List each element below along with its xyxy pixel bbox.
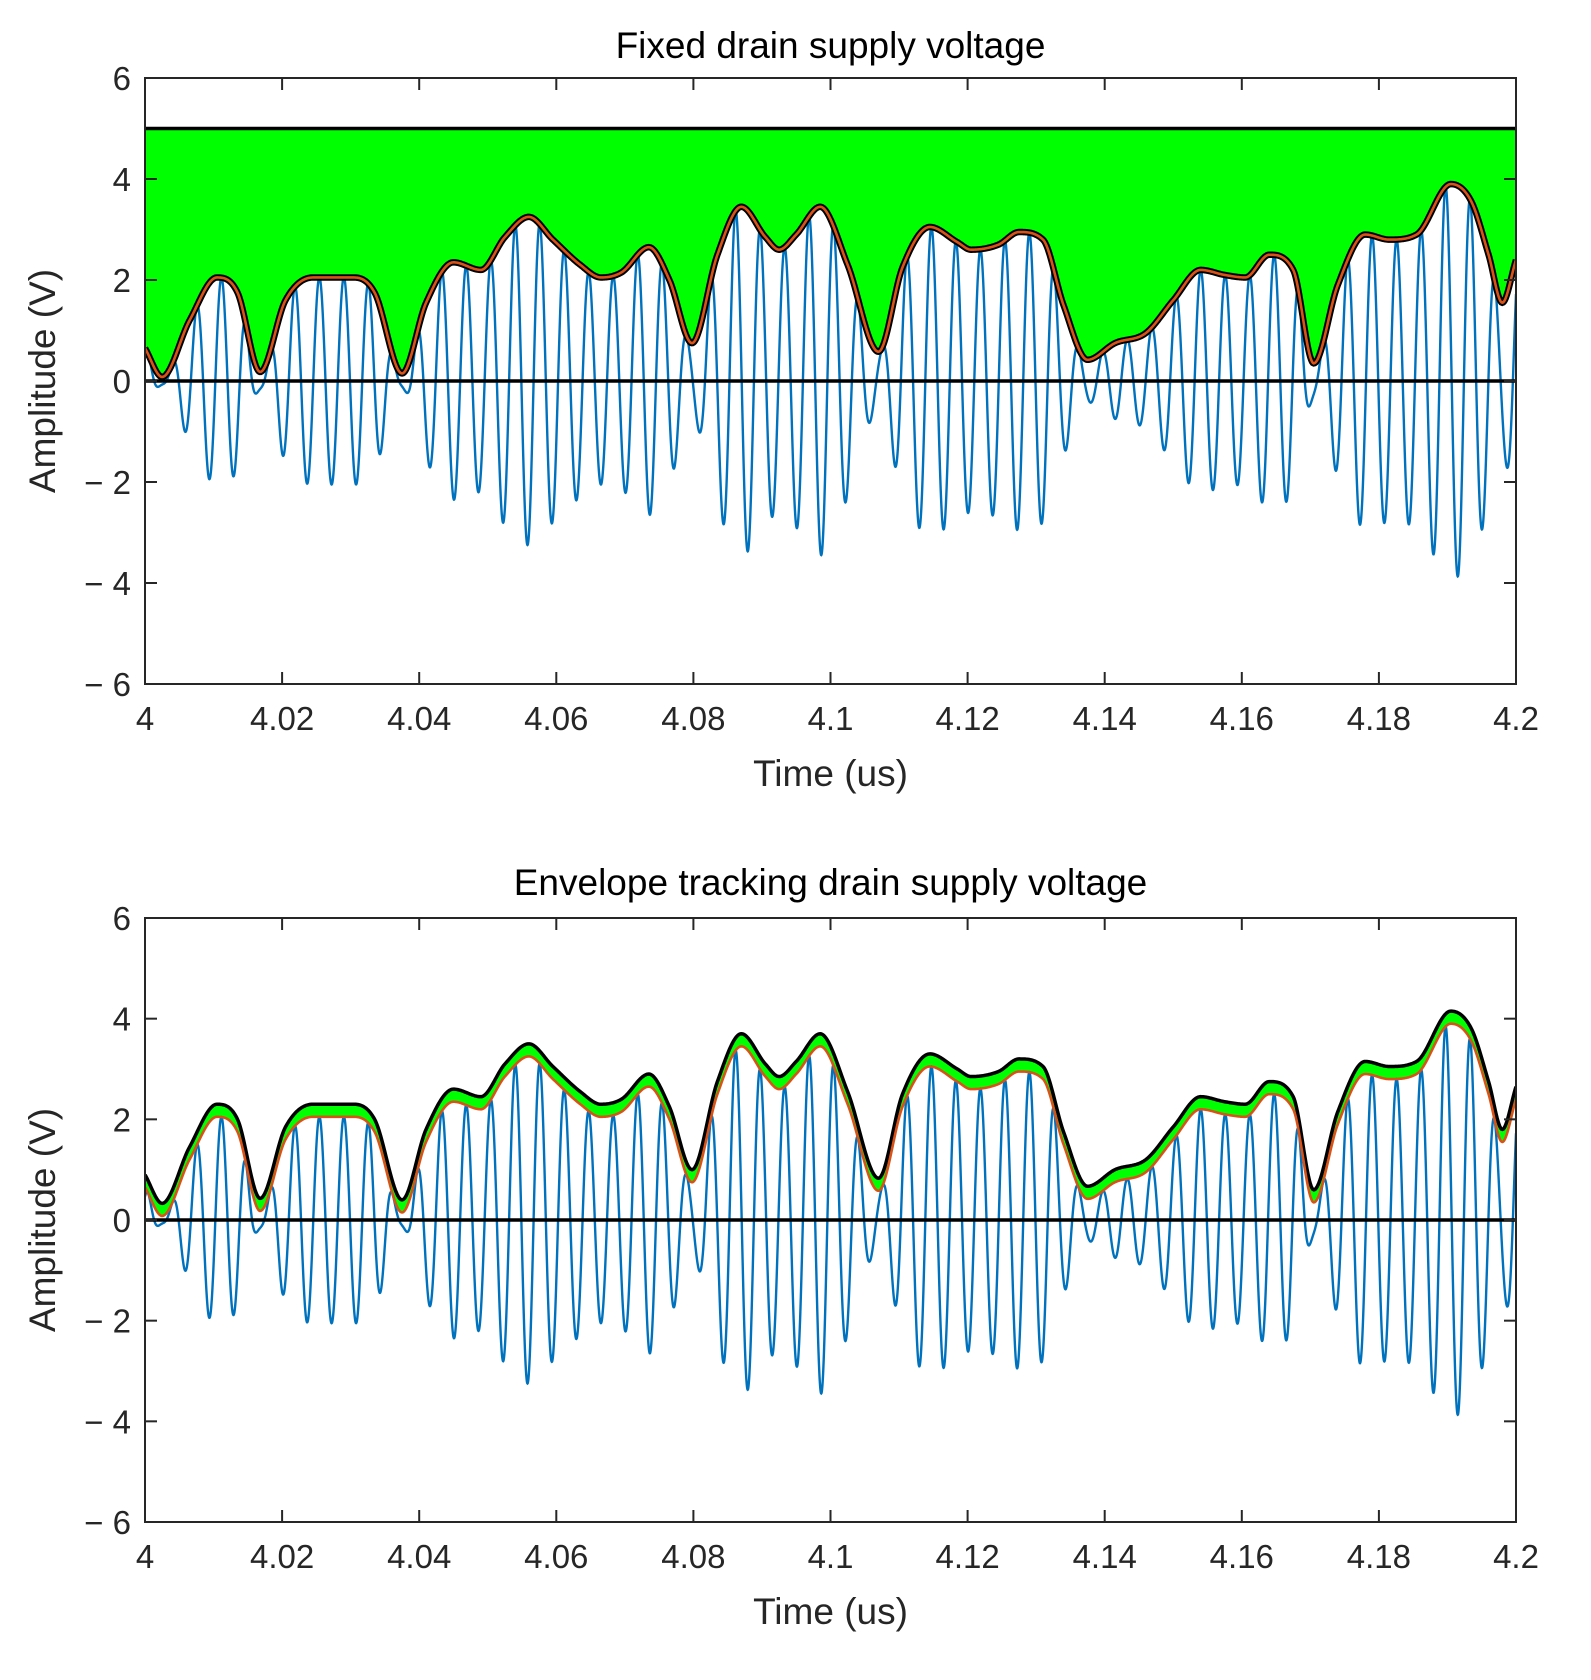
x-tick-label: 4.16 [1210,700,1274,737]
x-tick-label: 4.2 [1493,1538,1539,1575]
x-tick-label: 4.1 [808,1538,854,1575]
x-tick-label: 4.2 [1493,700,1539,737]
y-tick-label: − 4 [84,565,131,602]
chart-title: Envelope tracking drain supply voltage [514,862,1148,903]
y-axis-label: Amplitude (V) [22,1108,63,1332]
chart-title: Fixed drain supply voltage [616,25,1046,66]
y-tick-label: 6 [113,60,131,97]
chart-2: 4 4.02 4.04 4.06 4.08 4.1 4.12 4.14 4.16 4.18 4.2 −… [22,862,1539,1632]
x-tick-label: 4.12 [935,700,999,737]
envelope-line [145,1022,1516,1218]
plot-content [145,1009,1516,1417]
x-tick-label: 4.04 [387,1538,451,1575]
y-tick-label: − 6 [84,1504,131,1541]
x-axis-label: Time (us) [753,753,908,794]
y-axis-label: Amplitude (V) [22,269,63,493]
signal-line [145,185,1516,579]
y-tick-label: 4 [113,161,131,198]
envelope-line [145,182,1516,379]
y-tick-label: − 4 [84,1403,131,1440]
x-tick-label: 4.18 [1347,1538,1411,1575]
signal-line [145,1025,1516,1417]
x-tick-label: 4 [136,700,154,737]
x-tick-label: 4.16 [1210,1538,1274,1575]
x-tick-label: 4.08 [661,1538,725,1575]
y-tick-label: − 6 [84,666,131,703]
x-tick-label: 4.04 [387,700,451,737]
plot-content [145,126,1516,579]
y-tick-label: 0 [113,1202,131,1239]
x-tick-label: 4.14 [1073,1538,1137,1575]
x-tick-label: 4.06 [524,1538,588,1575]
x-tick-label: 4.02 [250,700,314,737]
x-tick-label: 4.08 [661,700,725,737]
x-axis-label: Time (us) [753,1591,908,1632]
y-tick-label: 2 [113,1101,131,1138]
wasted-energy-area [145,1011,1516,1216]
y-tick-label: − 2 [84,464,131,501]
y-tick-label: 4 [113,1001,131,1038]
x-tick-label: 4.18 [1347,700,1411,737]
supply-line [145,1009,1516,1206]
x-tick-label: 4 [136,1538,154,1575]
wasted-energy-area [145,128,1516,377]
x-tick-label: 4.06 [524,700,588,737]
charts: 4 4.02 4.04 4.06 4.08 4.1 4.12 4.14 4.16 4.18 4.2−… [22,25,1539,1632]
x-tick-label: 4.1 [808,700,854,737]
x-tick-label: 4.14 [1073,700,1137,737]
y-tick-label: 6 [113,900,131,937]
y-tick-label: 0 [113,363,131,400]
x-tick-label: 4.12 [935,1538,999,1575]
y-tick-label: 2 [113,262,131,299]
x-tick-label: 4.02 [250,1538,314,1575]
chart-1: 4 4.02 4.04 4.06 4.08 4.1 4.12 4.14 4.16 4.18 4.2 −… [22,25,1539,794]
y-tick-label: − 2 [84,1303,131,1340]
